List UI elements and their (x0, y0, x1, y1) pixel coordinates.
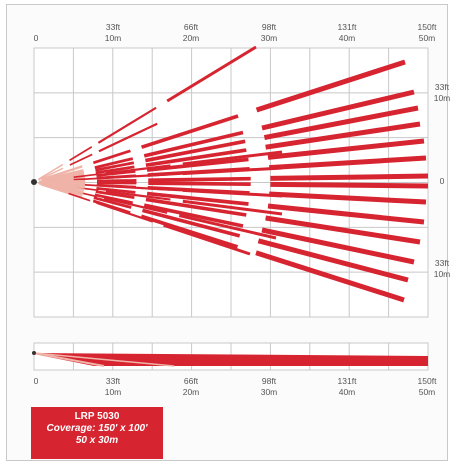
beam-segment (96, 187, 136, 194)
top-axis-label-2-m: 20m (183, 33, 200, 43)
beam-segment (163, 223, 251, 256)
bottom-axis-label-1-m: 10m (105, 387, 122, 397)
beam-segment (94, 157, 134, 169)
beam-segment (147, 185, 250, 195)
beam-segment (92, 149, 131, 165)
beam-segment (267, 138, 425, 160)
beam-segment (96, 183, 136, 189)
bottom-axis-label-3-m: 30m (261, 387, 278, 397)
beam-segment (105, 164, 171, 175)
beam-segment (265, 215, 421, 245)
beam-segment (146, 157, 249, 172)
right-axis-label-0-m: 10m (434, 93, 451, 103)
beam-segment (148, 181, 251, 187)
right-axis-label-2-m: 10m (434, 269, 451, 279)
side-view-beams (32, 351, 428, 367)
beam-segment (145, 197, 247, 217)
beam-segment (267, 203, 425, 225)
top-axis-label-4-ft: 131ft (338, 22, 358, 32)
beam-segment (96, 201, 154, 223)
coverage-metric: 50 x 30m (75, 435, 119, 446)
coverage-text: Coverage: 150' x 100' (46, 423, 148, 434)
bottom-axis-label-2-m: 20m (183, 387, 200, 397)
beam-segment (255, 250, 405, 303)
top-axis-label-5-m: 50m (419, 33, 436, 43)
top-axis-label-0-m: 0 (34, 33, 39, 43)
beam-segment (255, 59, 406, 113)
beam-segment (270, 173, 429, 181)
bottom-axis-label-0-m: 0 (34, 376, 39, 386)
beam-segment (38, 167, 64, 181)
beam-segment (269, 155, 427, 171)
bottom-axis-label-5-ft: 150ft (418, 376, 438, 386)
beam-segment (182, 199, 283, 216)
top-axis-label-1-ft: 33ft (106, 22, 121, 32)
bottom-axis-label-3-ft: 98ft (262, 376, 277, 386)
side-detector-icon (32, 351, 36, 355)
beam-segment (145, 148, 247, 167)
beam-segment (95, 161, 135, 172)
beam-segment (140, 214, 239, 249)
top-axis-label-3-ft: 98ft (262, 22, 277, 32)
beam-segment (182, 166, 283, 176)
top-axis-label-1-m: 10m (105, 33, 122, 43)
top-axis-label-2-ft: 66ft (184, 22, 199, 32)
beam-segment (73, 173, 99, 179)
detector-icon (31, 179, 37, 185)
bottom-axis-label-4-ft: 131ft (338, 376, 358, 386)
beam-segment (98, 122, 158, 153)
side-beam-light (33, 352, 175, 367)
model-name: LRP 5030 (74, 411, 120, 422)
beam-segment (93, 196, 132, 209)
beam-segment (68, 192, 91, 202)
side-beam-light (33, 352, 105, 367)
beam-segment (69, 153, 93, 166)
beam-segment (41, 165, 83, 181)
beam-segment (103, 197, 168, 214)
beam-segment (265, 121, 421, 150)
bottom-axis-label-1-ft: 33ft (106, 376, 121, 386)
beam-segment (95, 190, 135, 199)
beam-segment (166, 45, 257, 103)
beam-segment (73, 177, 99, 181)
beam-segment (141, 208, 241, 238)
beam-segment (261, 89, 415, 131)
beam-segment (261, 227, 415, 265)
top-view-beams (31, 45, 429, 303)
beam-segment (146, 191, 249, 206)
beam-segment (143, 130, 244, 158)
beam-segment (105, 173, 171, 180)
beam-segment (38, 163, 64, 180)
beam-segment (141, 114, 239, 149)
beam-segment (96, 169, 136, 177)
right-axis-label-1-m: 0 (440, 176, 445, 186)
right-axis-label-0-ft: 33ft (435, 82, 450, 92)
product-badge: LRP 5030 Coverage: 150' x 100' 50 x 30m (31, 407, 163, 459)
beam-segment (148, 176, 251, 183)
beam-segment (94, 193, 134, 205)
beam-segment (105, 190, 171, 201)
right-axis-label-2-ft: 33ft (435, 258, 450, 268)
beam-segment (143, 203, 244, 228)
beam-segment (263, 105, 419, 141)
top-axis-label-5-ft: 150ft (418, 22, 438, 32)
beam-segment (269, 191, 427, 205)
beam-segment (145, 139, 246, 163)
beam-segment (97, 179, 137, 183)
beam-segment (97, 106, 157, 144)
bottom-axis-label-2-ft: 66ft (184, 376, 199, 386)
beam-segment (38, 182, 63, 193)
bottom-axis-label-4-m: 40m (339, 387, 356, 397)
beam-segment (69, 146, 93, 162)
beam-segment (270, 181, 429, 189)
beam-segment (257, 238, 409, 283)
beam-segment (182, 150, 283, 166)
beam-segment (95, 165, 135, 175)
top-axis-label-4-m: 40m (339, 33, 356, 43)
bottom-axis-label-5-m: 50m (419, 387, 436, 397)
top-axis-label-3-m: 30m (261, 33, 278, 43)
beam-segment (178, 214, 277, 240)
